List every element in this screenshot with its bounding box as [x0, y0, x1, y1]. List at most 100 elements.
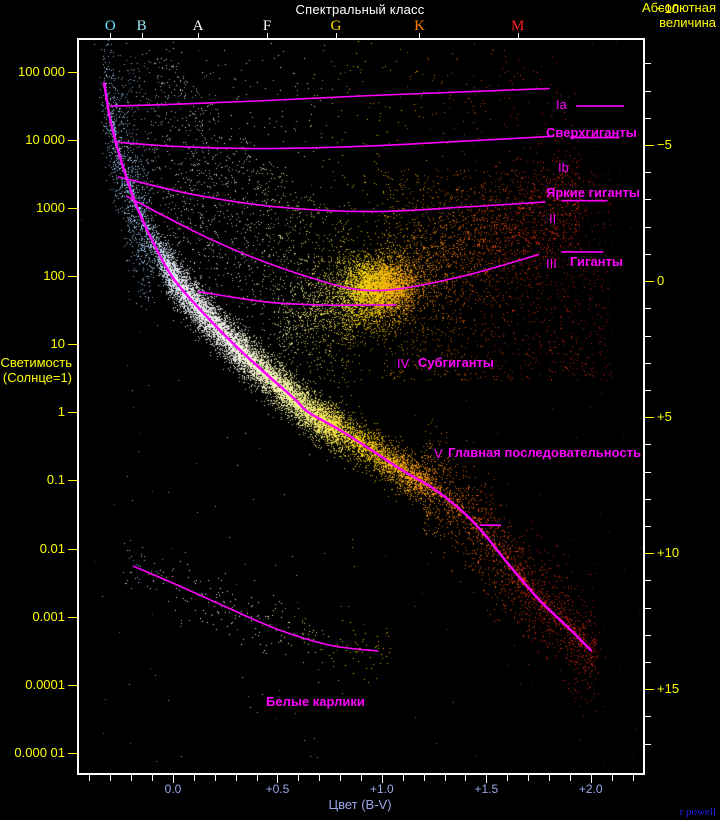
- spectral-class-O: O: [104, 18, 116, 34]
- spectral-class-B: B: [136, 18, 147, 34]
- axis-tick: [256, 775, 258, 781]
- axis-tick: [645, 199, 651, 201]
- curve-Ia: [109, 87, 550, 107]
- axis-tick: [645, 362, 651, 364]
- axis-tick: [68, 140, 77, 142]
- luminosity-tick-1: 1: [57, 404, 65, 420]
- axis-tick: [645, 417, 654, 419]
- spectral-class-F: F: [262, 18, 272, 34]
- axis-tick: [110, 33, 112, 38]
- axis-tick: [335, 33, 337, 38]
- lum-class-III: III: [546, 256, 557, 271]
- luminosity-tick-0.01: 0.01: [39, 540, 65, 556]
- region-label-main-sequence: Главная последовательность: [448, 445, 641, 460]
- axis-tick: [419, 33, 421, 38]
- magnitude-tick-10: −10: [657, 1, 680, 17]
- axis-tick: [267, 33, 268, 38]
- magnitude-tick-+10: +10: [657, 545, 680, 561]
- axis-tick: [645, 661, 651, 663]
- axis-tick: [645, 607, 651, 609]
- spectral-class-A: A: [192, 18, 204, 34]
- axis-tick: [645, 471, 651, 473]
- luminosity-tick-1000: 1000: [36, 200, 65, 216]
- region-label-subgiants: Субгиганты: [418, 355, 495, 370]
- axis-tick: [645, 145, 654, 147]
- axis-tick: [645, 172, 651, 174]
- lum-class-II: II: [549, 211, 557, 226]
- lum-class-V: V: [434, 446, 443, 461]
- luminosity-tick-0.001: 0.001: [32, 608, 65, 624]
- axis-tick: [68, 684, 77, 686]
- curve-wd: [132, 565, 379, 652]
- luminosity-axis-title-line2: (Солнце=1): [2, 370, 72, 385]
- axis-tick: [645, 553, 654, 555]
- axis-tick: [645, 389, 651, 391]
- region-label-supergiants: Сверхгиганты: [546, 125, 637, 140]
- curve-II: [117, 176, 546, 213]
- axis-tick: [645, 63, 651, 65]
- axis-tick: [645, 580, 651, 582]
- axis-tick: [645, 689, 654, 691]
- axis-tick: [645, 226, 651, 228]
- magnitude-tick-+15: +15: [657, 681, 680, 697]
- magnitude-tick-+5: +5: [657, 409, 672, 425]
- axis-tick: [381, 775, 383, 783]
- axis-tick: [645, 634, 651, 636]
- axis-tick: [68, 752, 77, 754]
- spectral-class-K: K: [414, 18, 425, 34]
- axis-tick: [517, 33, 519, 38]
- star-scatter: [79, 40, 643, 773]
- axis-tick: [277, 775, 279, 783]
- magnitude-tick-5: −5: [657, 137, 672, 153]
- spectral-class-M: M: [510, 18, 525, 34]
- axis-tick: [444, 775, 446, 781]
- color-tick-+2.0: +2.0: [578, 782, 603, 796]
- spectral-class-G: G: [330, 18, 342, 34]
- axis-tick: [423, 775, 425, 781]
- axis-tick: [645, 498, 651, 500]
- axis-tick: [173, 775, 174, 783]
- axis-tick: [507, 775, 509, 781]
- plot-area: [77, 38, 645, 775]
- axis-tick: [632, 775, 634, 781]
- region-label-giants: Гиганты: [570, 254, 624, 269]
- absolute-magnitude-title-line1: Абсолютная: [641, 0, 716, 15]
- luminosity-tick-100: 100: [43, 268, 65, 284]
- color-axis-title: Цвет (B-V): [328, 797, 392, 812]
- lum-class-IV: IV: [397, 356, 410, 371]
- axis-tick: [89, 775, 91, 781]
- axis-tick: [193, 775, 195, 781]
- axis-tick: [402, 775, 404, 781]
- axis-tick: [68, 72, 77, 74]
- color-tick-0.0: 0.0: [164, 782, 182, 796]
- axis-tick: [235, 775, 237, 781]
- axis-tick: [549, 775, 550, 781]
- color-tick-+1.0: +1.0: [370, 782, 394, 796]
- axis-tick: [131, 775, 133, 781]
- axis-tick: [645, 743, 651, 745]
- luminosity-tick-10: 10: [50, 336, 65, 352]
- curve-IV: [197, 290, 366, 307]
- axis-tick: [645, 281, 654, 283]
- axis-tick: [645, 525, 651, 527]
- axis-tick: [645, 444, 651, 446]
- axis-tick: [645, 117, 651, 119]
- axis-tick: [152, 775, 154, 781]
- axis-tick: [645, 716, 651, 718]
- axis-tick: [68, 208, 77, 210]
- axis-tick: [319, 775, 321, 781]
- axis-tick: [298, 775, 300, 781]
- axis-tick: [68, 616, 77, 618]
- axis-tick: [141, 33, 143, 38]
- curve-III: [126, 195, 540, 292]
- curve-Ib: [113, 135, 554, 150]
- axis-tick: [528, 775, 530, 781]
- lum-class-Ib: Ib: [558, 160, 569, 175]
- axis-tick: [645, 335, 651, 337]
- axis-tick: [68, 480, 77, 482]
- axis-tick: [645, 308, 651, 310]
- axis-tick: [361, 775, 362, 781]
- axis-tick: [340, 775, 342, 781]
- credit-text: r powell: [679, 806, 716, 818]
